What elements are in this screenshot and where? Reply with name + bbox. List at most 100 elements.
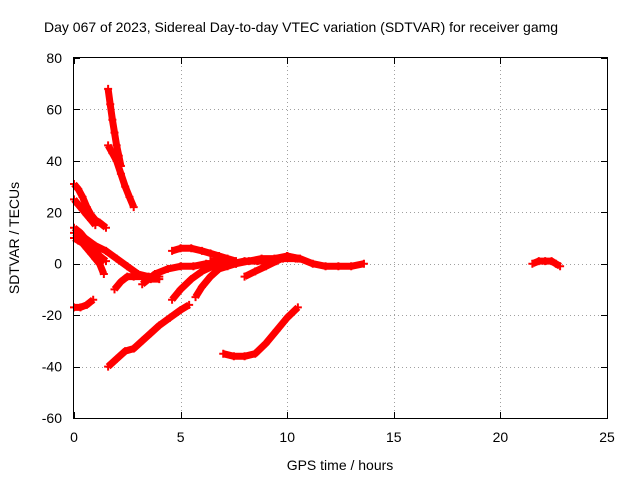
- data-point: [138, 336, 147, 345]
- data-point: [283, 313, 292, 322]
- data-point: [293, 303, 302, 312]
- x-tick-label: 15: [386, 429, 402, 445]
- y-tick-label: 20: [46, 204, 62, 220]
- data-point: [116, 277, 125, 286]
- data-point: [240, 272, 249, 281]
- data-point: [163, 264, 172, 273]
- data-point: [91, 241, 100, 250]
- data-point: [87, 249, 96, 258]
- series-layer: [70, 84, 565, 371]
- y-axis-title: SDTVAR / TECUs: [6, 182, 22, 294]
- data-point: [89, 295, 98, 304]
- data-point: [91, 221, 100, 230]
- data-point: [129, 203, 138, 212]
- data-point: [74, 185, 83, 194]
- series-arc18: [528, 257, 565, 271]
- data-point: [108, 115, 117, 124]
- data-point: [110, 285, 119, 294]
- data-point: [229, 352, 238, 361]
- data-point: [80, 234, 89, 242]
- data-point: [359, 259, 368, 268]
- data-point: [104, 141, 113, 150]
- data-point: [168, 295, 177, 304]
- data-point: [155, 321, 164, 330]
- data-point: [187, 244, 196, 253]
- series-line: [105, 301, 191, 370]
- x-tick-label: 10: [279, 429, 295, 445]
- data-point: [99, 270, 108, 278]
- y-tick-label: -20: [42, 307, 62, 323]
- series-arc17: [219, 303, 302, 361]
- data-point: [129, 272, 138, 281]
- x-axis-title: GPS time / hours: [287, 457, 394, 473]
- data-point: [272, 326, 281, 335]
- data-point: [214, 264, 223, 273]
- series-arc10: [104, 300, 194, 371]
- data-point: [138, 280, 147, 289]
- y-tick-label: 40: [46, 153, 62, 169]
- data-point: [556, 262, 565, 271]
- data-point: [121, 182, 130, 191]
- data-point: [251, 349, 260, 358]
- data-point: [125, 192, 134, 201]
- data-point: [219, 349, 228, 358]
- data-point: [232, 259, 241, 268]
- data-point: [82, 300, 91, 309]
- data-point: [101, 246, 110, 255]
- data-point: [116, 169, 125, 178]
- series-arc7: [70, 228, 164, 281]
- data-point: [251, 267, 260, 276]
- data-point: [347, 262, 356, 271]
- x-tick-label: 20: [493, 429, 509, 445]
- data-point: [155, 275, 164, 284]
- data-point: [240, 352, 249, 361]
- series-arc16: [240, 252, 302, 281]
- data-point: [547, 257, 556, 266]
- tick-layer: [74, 58, 608, 419]
- data-point: [168, 246, 177, 255]
- data-point: [165, 313, 174, 322]
- data-point: [176, 285, 185, 294]
- data-point: [101, 257, 110, 266]
- data-point: [257, 254, 266, 263]
- data-point: [112, 354, 121, 363]
- data-point: [101, 223, 110, 232]
- data-point: [176, 262, 185, 271]
- data-point: [138, 272, 147, 281]
- data-point: [283, 252, 292, 260]
- data-point: [123, 262, 132, 271]
- data-point: [112, 156, 121, 165]
- data-point: [244, 257, 253, 266]
- data-point: [206, 272, 215, 281]
- data-point: [108, 149, 117, 158]
- data-point: [551, 259, 560, 268]
- data-point: [197, 246, 206, 255]
- data-point: [78, 205, 87, 214]
- data-point: [206, 249, 215, 258]
- data-point: [176, 306, 185, 314]
- data-point: [146, 329, 155, 338]
- series-arc4: [70, 195, 100, 230]
- data-point: [176, 244, 185, 253]
- y-tick-label: -40: [42, 359, 62, 375]
- data-point: [91, 254, 100, 263]
- data-point: [321, 262, 330, 271]
- series-line: [74, 296, 96, 311]
- data-point: [82, 210, 91, 219]
- data-point: [87, 216, 96, 224]
- data-point: [197, 282, 206, 291]
- data-point: [272, 257, 281, 266]
- data-point: [76, 303, 85, 312]
- x-tick-label: 5: [177, 429, 185, 445]
- data-point: [121, 347, 130, 356]
- y-tick-label: 0: [54, 256, 62, 272]
- data-point: [308, 259, 317, 268]
- plot-frame: [73, 57, 608, 419]
- data-point: [82, 244, 91, 253]
- series-arc13: [191, 259, 241, 302]
- data-point: [293, 254, 302, 263]
- series-arc2: [104, 141, 138, 212]
- data-point: [95, 259, 104, 268]
- grid-layer: [74, 58, 607, 418]
